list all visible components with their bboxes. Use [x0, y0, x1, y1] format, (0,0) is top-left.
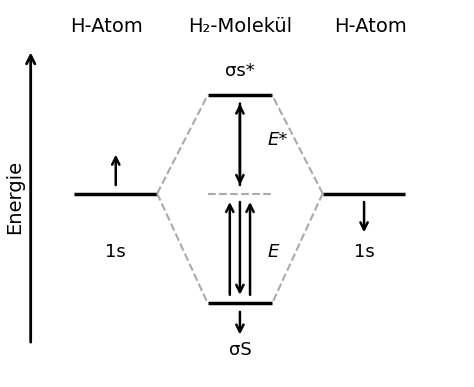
Text: E*: E*: [267, 132, 288, 149]
Text: H-Atom: H-Atom: [70, 17, 143, 36]
Text: E: E: [267, 243, 279, 261]
Text: H₂-Molekül: H₂-Molekül: [188, 17, 292, 36]
Text: σs*: σs*: [225, 62, 255, 80]
Text: H-Atom: H-Atom: [335, 17, 407, 36]
Text: 1s: 1s: [105, 243, 126, 261]
Text: 1s: 1s: [354, 243, 374, 261]
Text: Energie: Energie: [5, 160, 24, 235]
Text: σS: σS: [228, 341, 251, 359]
